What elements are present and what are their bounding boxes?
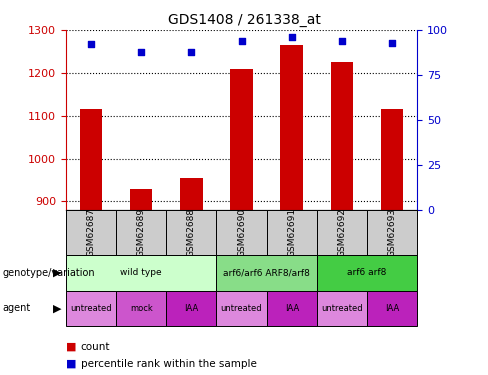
Bar <box>217 255 317 291</box>
Text: GSM62687: GSM62687 <box>86 208 96 257</box>
Bar <box>317 291 367 326</box>
Point <box>338 38 346 44</box>
Text: IAA: IAA <box>184 304 199 313</box>
Text: GSM62688: GSM62688 <box>187 208 196 257</box>
Bar <box>317 255 417 291</box>
Text: agent: agent <box>2 303 31 313</box>
Point <box>238 38 245 44</box>
Text: mock: mock <box>130 304 153 313</box>
Text: GSM62693: GSM62693 <box>387 208 397 257</box>
Bar <box>367 291 417 326</box>
Text: genotype/variation: genotype/variation <box>2 268 95 278</box>
Text: GSM62691: GSM62691 <box>287 208 296 257</box>
Bar <box>230 69 253 210</box>
Text: untreated: untreated <box>70 304 112 313</box>
Bar <box>266 210 317 255</box>
Text: arf6 arf8: arf6 arf8 <box>347 268 386 278</box>
Text: ■: ■ <box>66 359 77 369</box>
Point <box>288 34 296 40</box>
Bar <box>317 210 367 255</box>
Bar <box>66 210 116 255</box>
Bar <box>381 109 404 210</box>
Point <box>87 41 95 47</box>
Bar <box>166 210 217 255</box>
Bar <box>180 178 203 210</box>
Bar <box>281 45 303 210</box>
Bar <box>266 291 317 326</box>
Text: percentile rank within the sample: percentile rank within the sample <box>81 359 256 369</box>
Text: GSM62689: GSM62689 <box>137 208 146 257</box>
Text: IAA: IAA <box>385 304 399 313</box>
Point <box>137 49 145 55</box>
Text: count: count <box>81 342 110 352</box>
Text: GSM62690: GSM62690 <box>237 208 246 257</box>
Bar <box>217 210 266 255</box>
Bar <box>80 109 102 210</box>
Bar <box>367 210 417 255</box>
Text: GSM62692: GSM62692 <box>337 208 346 257</box>
Text: ▶: ▶ <box>53 303 62 313</box>
Bar <box>116 291 166 326</box>
Bar <box>66 291 116 326</box>
Text: untreated: untreated <box>321 304 363 313</box>
Bar <box>166 291 217 326</box>
Text: GDS1408 / 261338_at: GDS1408 / 261338_at <box>167 13 321 27</box>
Bar <box>130 189 152 210</box>
Point <box>187 49 195 55</box>
Bar <box>66 255 217 291</box>
Point <box>388 40 396 46</box>
Bar <box>116 210 166 255</box>
Text: wild type: wild type <box>121 268 162 278</box>
Bar <box>331 62 353 210</box>
Text: untreated: untreated <box>221 304 263 313</box>
Text: arf6/arf6 ARF8/arf8: arf6/arf6 ARF8/arf8 <box>223 268 310 278</box>
Bar <box>217 291 266 326</box>
Text: IAA: IAA <box>285 304 299 313</box>
Text: ▶: ▶ <box>53 268 62 278</box>
Text: ■: ■ <box>66 342 77 352</box>
